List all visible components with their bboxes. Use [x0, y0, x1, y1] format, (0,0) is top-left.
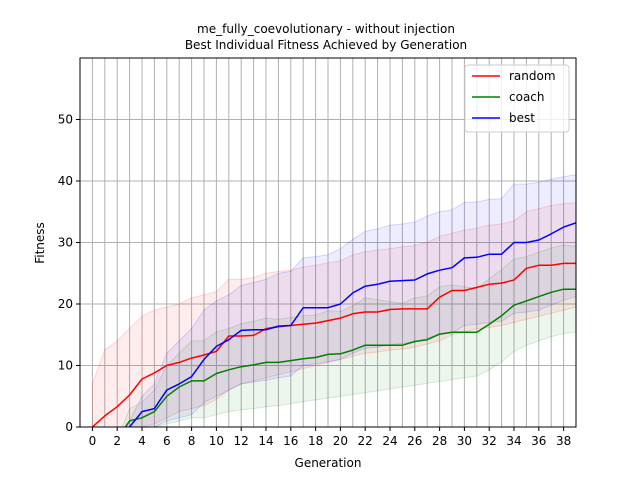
legend-label-best: best	[509, 111, 535, 125]
x-tick-label: 16	[283, 434, 298, 448]
y-axis-label: Fitness	[33, 222, 47, 264]
legend-label-random: random	[509, 69, 556, 83]
series-line-random	[91, 262, 576, 427]
y-tick-label: 40	[58, 174, 73, 188]
series-line-coach	[124, 288, 576, 427]
legend: random coach best	[464, 64, 570, 133]
x-tick-label: 10	[209, 434, 224, 448]
y-tick-label: 0	[65, 420, 73, 434]
x-axis-label: Generation	[295, 456, 362, 470]
legend-label-coach: coach	[509, 90, 545, 104]
x-tick-label: 8	[188, 434, 196, 448]
x-tick-label: 12	[234, 434, 249, 448]
x-tick-label: 2	[113, 434, 121, 448]
x-tick-label: 28	[432, 434, 447, 448]
x-tick-label: 4	[138, 434, 146, 448]
x-tick-label: 14	[258, 434, 273, 448]
x-tick-label: 38	[556, 434, 571, 448]
x-axis-ticks: 0 2 4 6 8 10 12 14 16 18 20 22 24 26 28 30 32 34 36 38	[89, 427, 571, 448]
band-best	[124, 174, 576, 427]
band-random	[91, 201, 576, 427]
x-tick-label: 6	[163, 434, 171, 448]
y-tick-label: 30	[58, 236, 73, 250]
y-tick-label: 10	[58, 359, 73, 373]
x-tick-label: 24	[382, 434, 397, 448]
x-tick-label: 32	[482, 434, 497, 448]
series-lines	[91, 222, 576, 427]
legend-box	[464, 64, 570, 133]
series-line-best	[128, 222, 576, 427]
x-tick-label: 18	[308, 434, 323, 448]
chart-title-line1: me_fully_coevolutionary - without inject…	[197, 22, 455, 36]
y-tick-label: 50	[58, 113, 73, 127]
y-tick-label: 20	[58, 297, 73, 311]
x-tick-label: 26	[407, 434, 422, 448]
x-tick-label: 22	[358, 434, 373, 448]
x-tick-label: 30	[457, 434, 472, 448]
x-tick-label: 0	[89, 434, 97, 448]
chart-title-line2: Best Individual Fitness Achieved by Gene…	[185, 38, 467, 52]
x-tick-label: 36	[531, 434, 546, 448]
y-axis-ticks: 0 10 20 30 40 50	[58, 113, 80, 434]
x-tick-label: 34	[506, 434, 521, 448]
x-tick-label: 20	[333, 434, 348, 448]
